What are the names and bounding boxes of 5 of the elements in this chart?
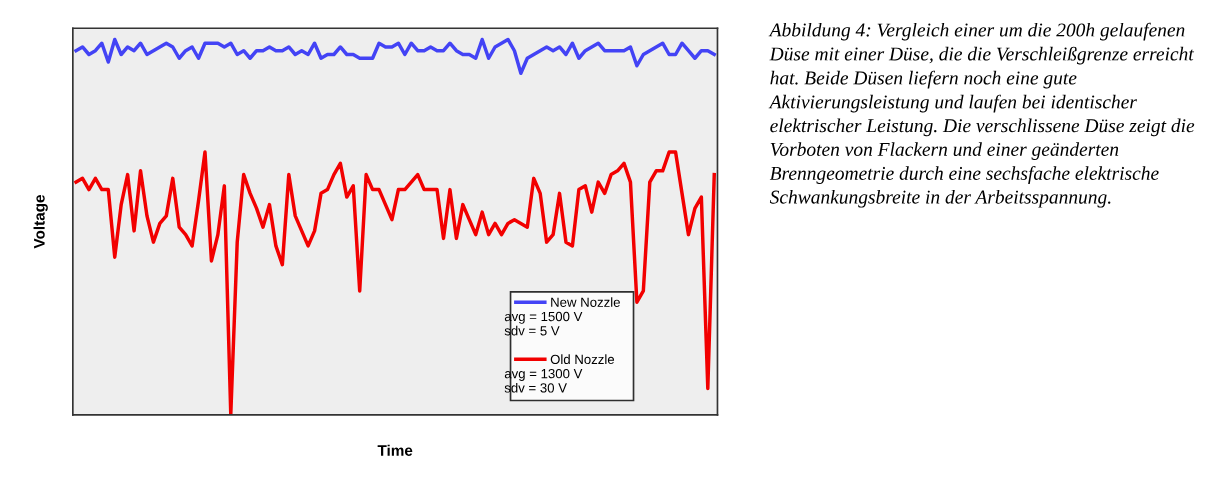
legend-label: Old Nozzle xyxy=(550,354,615,365)
x-axis-title: Time xyxy=(377,444,413,456)
text: Abbildung 4: Vergleich einer um die 200h gelaufenen Düse mit einer Düse, die die Verschleißgrenze erreicht hat. Beide Düsen liefern noch eine gute Aktivierungsleistung und laufen bei identischer elektrischer Leistung. Die verschlissene Düse zeigt die Vorboten von Flackern und einer geänderten Brenngeometrie durch eine sechsfache elektrische Schwankungsbreite in der Arbeitsspannung. xyxy=(768,22,1195,208)
y-axis-title: Voltage xyxy=(33,195,48,249)
legend-label: New Nozzle xyxy=(551,297,620,307)
